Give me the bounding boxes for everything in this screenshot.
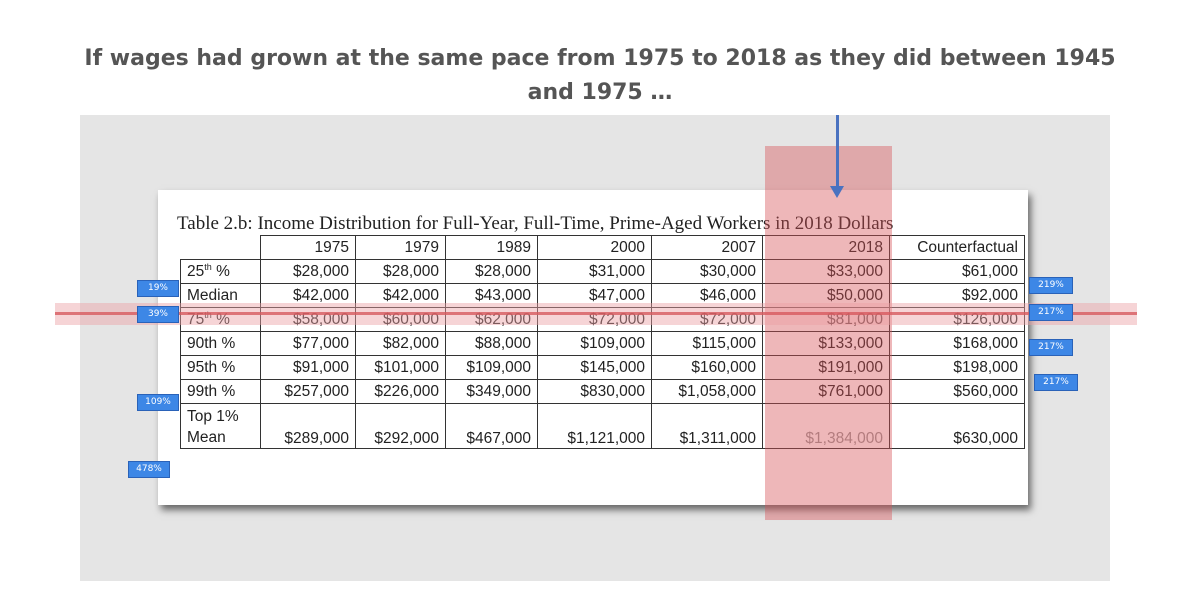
growth-tag-left: 39% — [137, 306, 179, 323]
col-header: 1975 — [260, 235, 356, 260]
table-cell: $82,000 — [355, 331, 446, 356]
table-cell: $109,000 — [445, 355, 538, 380]
table-cell: $292,000 — [355, 403, 446, 449]
table-row: 75th % $58,000 $60,000 $62,000 $72,000 $… — [180, 307, 1025, 332]
table-cell: $1,311,000 — [651, 403, 763, 449]
row-label: 25th % — [180, 259, 261, 284]
col-header: 2018 — [762, 235, 890, 260]
table-cell: $133,000 — [762, 331, 890, 356]
table-cell: $1,058,000 — [651, 379, 763, 404]
table-cell: $257,000 — [260, 379, 356, 404]
table-cell: $28,000 — [445, 259, 538, 284]
table-cell: $1,384,000 — [762, 403, 890, 449]
table-cell: $61,000 — [889, 259, 1025, 284]
table-row: 90th % $77,000 $82,000 $88,000 $109,000 … — [180, 331, 1025, 356]
col-header: 2000 — [537, 235, 652, 260]
table-header-row: 1975 1979 1989 2000 2007 2018 Counterfac… — [180, 235, 1025, 260]
header-empty-cell — [180, 235, 261, 260]
table-cell: $349,000 — [445, 379, 538, 404]
table-cell: $77,000 — [260, 331, 356, 356]
table-cell: $761,000 — [762, 379, 890, 404]
table-cell: $92,000 — [889, 283, 1025, 308]
col-header: Counterfactual — [889, 235, 1025, 260]
table-cell: $43,000 — [445, 283, 538, 308]
row-label: Top 1% Mean — [180, 403, 261, 449]
table-cell: $1,121,000 — [537, 403, 652, 449]
row-label: Median — [180, 283, 261, 308]
table-cell: $226,000 — [355, 379, 446, 404]
down-arrow-shaft — [836, 115, 839, 191]
table-cell: $101,000 — [355, 355, 446, 380]
table-cell: $467,000 — [445, 403, 538, 449]
table-cell: $630,000 — [889, 403, 1025, 449]
table-cell: $28,000 — [355, 259, 446, 284]
table-cell: $28,000 — [260, 259, 356, 284]
table-caption: Table 2.b: Income Distribution for Full-… — [177, 213, 894, 234]
growth-tag-left: 19% — [137, 280, 179, 297]
table-cell: $33,000 — [762, 259, 890, 284]
growth-tag-right: 217% — [1029, 339, 1073, 356]
growth-tag-left: 109% — [137, 394, 179, 411]
growth-tag-left: 478% — [128, 461, 170, 478]
table-cell: $47,000 — [537, 283, 652, 308]
col-header: 1979 — [355, 235, 446, 260]
growth-tag-right: 217% — [1029, 304, 1073, 321]
down-arrow-icon — [830, 186, 844, 198]
headline: If wages had grown at the same pace from… — [84, 46, 1116, 105]
table-cell: $109,000 — [537, 331, 652, 356]
row-label: 95th % — [180, 355, 261, 380]
median-highlight-line-core — [55, 312, 1137, 315]
table-cell: $145,000 — [537, 355, 652, 380]
table-cell: $91,000 — [260, 355, 356, 380]
table-row: Top 1% Mean $289,000 $292,000 $467,000 $1… — [180, 403, 1025, 449]
table-cell: $198,000 — [889, 355, 1025, 380]
income-table: 1975 1979 1989 2000 2007 2018 Counterfac… — [180, 235, 1025, 449]
row-label: 99th % — [180, 379, 261, 404]
highlight-band-2018 — [765, 146, 892, 520]
col-header: 1989 — [445, 235, 538, 260]
table-cell: $160,000 — [651, 355, 763, 380]
growth-tag-right: 217% — [1034, 374, 1078, 391]
table-row: 25th % $28,000 $28,000 $28,000 $31,000 $… — [180, 259, 1025, 284]
table-cell: $560,000 — [889, 379, 1025, 404]
table-cell: $30,000 — [651, 259, 763, 284]
table-cell: $289,000 — [260, 403, 356, 449]
table-cell: $168,000 — [889, 331, 1025, 356]
row-label: 90th % — [180, 331, 261, 356]
table-row: 95th % $91,000 $101,000 $109,000 $145,00… — [180, 355, 1025, 380]
table-cell: $115,000 — [651, 331, 763, 356]
table-cell: $31,000 — [537, 259, 652, 284]
table-cell: $191,000 — [762, 355, 890, 380]
table-cell: $88,000 — [445, 331, 538, 356]
growth-tag-right: 219% — [1029, 277, 1073, 294]
table-row: 99th % $257,000 $226,000 $349,000 $830,0… — [180, 379, 1025, 404]
col-header: 2007 — [651, 235, 763, 260]
table-cell: $72,000 — [537, 307, 652, 332]
table-row: Median $42,000 $42,000 $43,000 $47,000 $… — [180, 283, 1025, 308]
table-cell: $830,000 — [537, 379, 652, 404]
table-cell: $50,000 — [762, 283, 890, 308]
